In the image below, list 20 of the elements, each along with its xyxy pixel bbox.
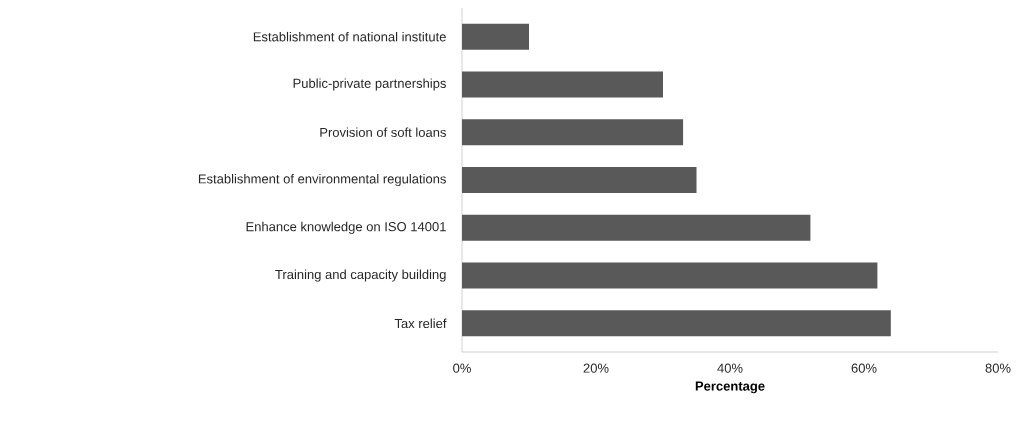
x-tick-label: 80% [985,363,1011,373]
x-tick-label: 0% [453,363,471,373]
bar [462,262,878,289]
x-tick-label: 60% [851,363,877,373]
bar [462,214,811,241]
bar [462,119,684,146]
x-tick-label: 20% [583,363,609,373]
y-tick-label: Tax relief [394,318,447,329]
y-tick-label: Enhance knowledge on ISO 14001 [246,221,446,234]
x-tick-label: 40% [717,363,743,373]
bar [462,23,529,50]
bar [462,71,663,98]
y-tick-label: Provision of soft loans [320,127,446,137]
y-tick-label: Establishment of environmental regulations [198,173,446,187]
y-tick-label: Training and capacity building [275,269,446,282]
bar [462,167,697,193]
y-tick-label: Public-private partnerships [293,78,446,91]
bar [462,310,891,337]
y-tick-label: Establishment of national institute [253,31,446,42]
x-axis-title: Percentage [695,381,765,394]
